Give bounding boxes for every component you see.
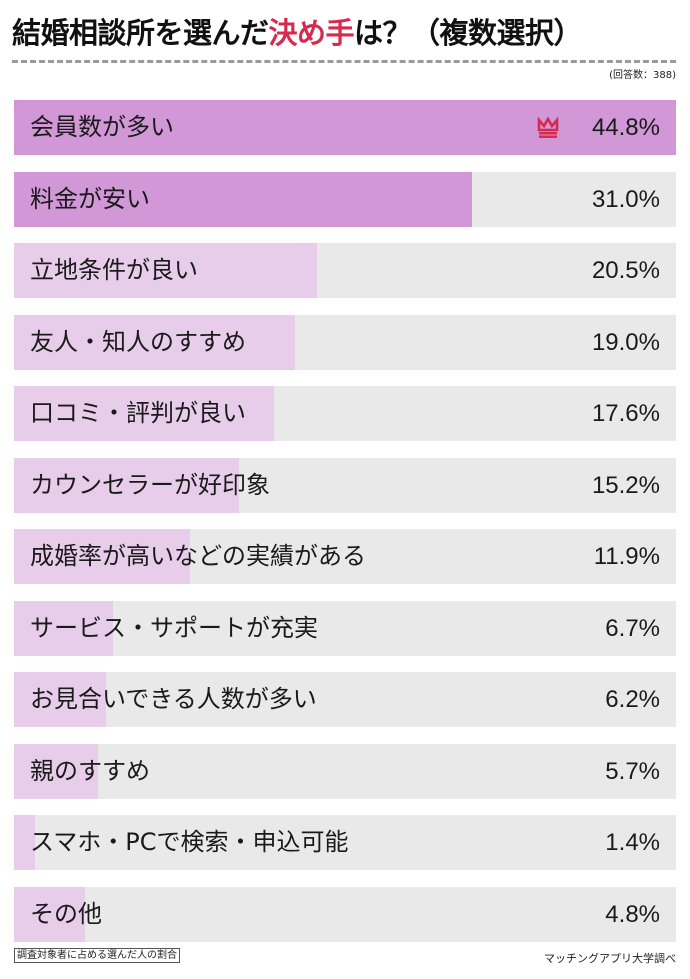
bar-value: 20.5% — [591, 257, 660, 285]
bar-fill — [14, 314, 295, 370]
bar-value: 5.7% — [605, 757, 660, 785]
bar-value: 44.8% — [591, 114, 660, 141]
footnote: 調査対象者に占める選んだ人の割合 — [14, 948, 180, 963]
bar-value: 31.0% — [591, 185, 660, 213]
bar-row: 立地条件が良い 20.5% — [14, 243, 676, 299]
bar-label: スマホ・PCで検索・申込可能 — [30, 828, 349, 857]
bar-value: 4.8% — [605, 901, 660, 929]
bar-value: 6.7% — [605, 614, 660, 642]
bar-fill — [14, 815, 35, 871]
chart-title: 結婚相談所を選んだ決め手は？（複数選択） — [12, 10, 583, 52]
bar-chart: 会員数が多い 44.8% 料金が安い 31.0% 立地条件が良い 20.5% 友人・知人のす… — [14, 100, 676, 959]
source-credit: マッチングアプリ大学調べ — [544, 952, 676, 965]
bar-fill — [14, 100, 676, 155]
bar-fill — [14, 457, 239, 513]
bar-label: 友人・知人のすすめ — [30, 327, 246, 356]
bar-fill — [14, 386, 275, 442]
bar-row: 成婚率が高いなどの実績がある 11.9% — [14, 529, 676, 585]
bar-label: 親のすすめ — [30, 756, 150, 785]
bar-fill — [14, 743, 99, 799]
respondent-count: (回答数：388) — [609, 70, 676, 81]
bar-value: 15.2% — [591, 471, 660, 499]
bar-row: カウンセラーが好印象 15.2% — [14, 457, 676, 513]
bar-value: 11.9% — [593, 543, 660, 571]
bar-value: 1.4% — [605, 829, 660, 857]
bar-row: 口コミ・評判が良い 17.6% — [14, 386, 676, 442]
bar-row: スマホ・PCで検索・申込可能 1.4% — [14, 815, 676, 871]
bar-fill — [14, 600, 113, 656]
bar-value: 6.2% — [605, 686, 660, 714]
bar-row: 会員数が多い 44.8% — [14, 100, 676, 155]
bar-label: 成婚率が高いなどの実績がある — [30, 542, 366, 571]
crown-icon — [537, 117, 559, 138]
dashed-divider — [12, 60, 676, 63]
bar-label: 会員数が多い — [30, 113, 174, 141]
bar-fill — [14, 243, 317, 299]
bar-label: 立地条件が良い — [30, 256, 198, 285]
bar-row: 親のすすめ 5.7% — [14, 743, 676, 799]
bar-fill — [14, 887, 85, 943]
bar-row: 料金が安い 31.0% — [14, 171, 676, 227]
bar-fill — [14, 529, 190, 585]
title-prefix: 結婚相談所を選んだ — [12, 16, 269, 50]
bar-label: カウンセラーが好印象 — [30, 470, 270, 499]
bar-fill — [14, 171, 473, 227]
title-accent: 決め手 — [268, 16, 355, 50]
bar-label: その他 — [30, 900, 102, 929]
bar-label: 料金が安い — [30, 184, 150, 213]
bar-row: 友人・知人のすすめ 19.0% — [14, 314, 676, 370]
bar-fill — [14, 672, 106, 728]
bar-row: サービス・サポートが充実 6.7% — [14, 600, 676, 656]
bar-row: お見合いできる人数が多い 6.2% — [14, 672, 676, 728]
bar-label: 口コミ・評判が良い — [30, 399, 246, 428]
bar-value: 17.6% — [591, 400, 660, 428]
bar-label: サービス・サポートが充実 — [30, 613, 318, 642]
bar-value: 19.0% — [591, 328, 660, 356]
title-suffix: は？（複数選択） — [354, 16, 583, 50]
bar-label: お見合いできる人数が多い — [30, 685, 317, 714]
bar-row: その他 4.8% — [14, 887, 676, 943]
